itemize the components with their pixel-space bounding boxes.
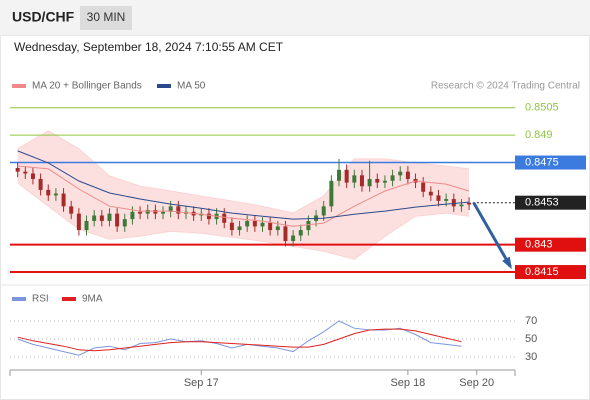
candle-body — [375, 178, 380, 183]
candle-body — [99, 215, 104, 221]
candle-body — [30, 173, 35, 179]
candle-body — [352, 175, 357, 183]
candle-body — [245, 220, 250, 227]
candle-body — [283, 226, 288, 242]
candle-body — [291, 235, 296, 242]
legend-swatch — [62, 297, 76, 301]
candle-body — [367, 178, 372, 187]
candle-body — [161, 211, 166, 214]
candle-body — [344, 169, 349, 183]
level-label: 0.8415 — [525, 266, 559, 278]
level-label: 0.843 — [525, 239, 553, 251]
candle-body — [229, 222, 234, 231]
candle-body — [321, 206, 326, 216]
candle-body — [153, 209, 158, 214]
level-label: 0.8453 — [525, 197, 559, 209]
x-tick-label: Sep 17 — [184, 377, 219, 389]
candle-body — [145, 209, 150, 214]
candle-body — [252, 220, 257, 227]
candle-body — [46, 189, 51, 196]
candle-body — [436, 195, 441, 201]
candle-body — [15, 168, 20, 172]
candle-body — [337, 169, 342, 181]
candle-body — [467, 202, 472, 205]
candle-body — [306, 220, 311, 231]
bollinger-lower — [17, 182, 470, 260]
interval-button[interactable] — [80, 6, 132, 30]
candle-body — [130, 211, 135, 220]
candle-body — [405, 171, 410, 179]
legend-swatch — [12, 84, 26, 88]
candle-body — [122, 219, 127, 227]
candle-body — [76, 213, 81, 231]
candle-body — [107, 213, 112, 221]
level-box — [515, 155, 586, 170]
y-tick-label: 50 — [525, 333, 537, 345]
x-tick-label: Sep 18 — [390, 377, 425, 389]
candle-body — [268, 222, 273, 231]
x-tick-label: Sep 20 — [459, 377, 494, 389]
indicator-line — [17, 328, 462, 352]
candle-body — [23, 171, 28, 174]
candle-body — [138, 211, 143, 214]
candle-body — [398, 171, 403, 176]
candle-body — [237, 226, 242, 231]
candle-body — [390, 175, 395, 181]
candle-body — [421, 182, 426, 192]
candle-body — [275, 226, 280, 231]
moving-average — [17, 165, 470, 227]
y-tick-label: 30 — [525, 351, 537, 363]
y-tick-label: 70 — [525, 315, 537, 327]
indicator-line — [17, 320, 462, 356]
candle-body — [168, 206, 173, 212]
legend-label: RSI — [32, 294, 49, 305]
moving-average — [17, 150, 470, 220]
level-label: 0.849 — [525, 129, 553, 141]
candle-body — [53, 193, 58, 196]
candle-body — [329, 180, 334, 207]
bollinger-band — [17, 130, 470, 260]
candle-body — [382, 180, 387, 183]
legend-label: MA 50 — [177, 81, 206, 92]
candle-body — [84, 220, 89, 231]
candle-body — [359, 175, 364, 187]
candle-body — [38, 178, 43, 190]
legend-swatch — [12, 297, 26, 301]
candle-body — [260, 222, 265, 227]
level-box — [515, 195, 586, 210]
candle-body — [298, 230, 303, 236]
candle-body — [428, 191, 433, 196]
candle-body — [222, 213, 227, 223]
level-box — [515, 237, 586, 252]
source: Research © 2024 Trading Central — [431, 81, 580, 92]
candle-body — [92, 215, 97, 221]
level-label: 0.8475 — [525, 156, 559, 168]
candle-body — [451, 199, 456, 207]
forecast-arrow-head — [502, 256, 512, 270]
candle-body — [444, 199, 449, 201]
level-box — [515, 265, 586, 280]
candle-body — [61, 193, 66, 207]
legend-label: MA 20 + Bollinger Bands — [32, 81, 142, 92]
forecast-arrow — [472, 201, 512, 268]
candle-body — [206, 213, 211, 220]
candle-body — [115, 213, 120, 227]
legend-swatch — [157, 84, 171, 88]
candle-body — [459, 204, 464, 207]
candle-body — [69, 206, 74, 214]
interval[interactable]: 30 MIN — [87, 10, 126, 24]
symbol: USD/CHF — [12, 9, 75, 25]
level-label: 0.8505 — [525, 102, 559, 114]
legend-label: 9MA — [82, 294, 103, 305]
timestamp: Wednesday, September 18, 2024 7:10:55 AM… — [14, 40, 284, 54]
candle-body — [176, 206, 181, 214]
